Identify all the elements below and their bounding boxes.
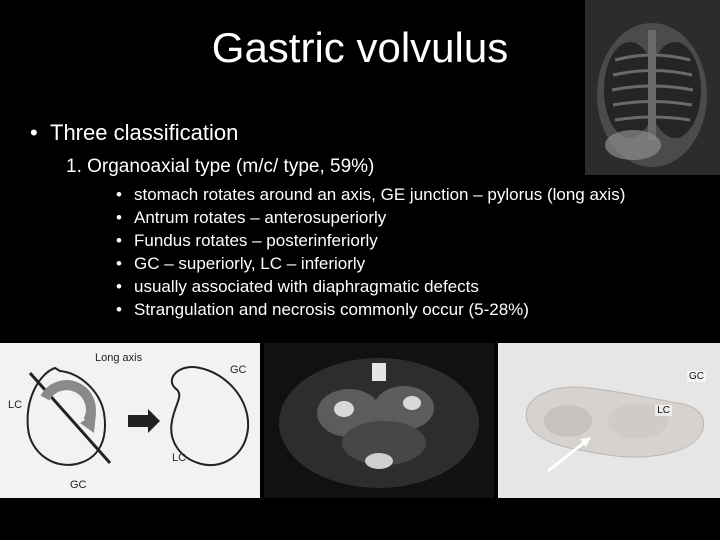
diagram-image: Long axis LC GC GC LC [0, 343, 260, 498]
svg-text:GC: GC [230, 364, 247, 376]
list-item: •Strangulation and necrosis commonly occ… [116, 299, 690, 322]
svg-text:LC: LC [172, 452, 186, 464]
svg-text:LC: LC [8, 399, 22, 411]
heading-l1: •Three classification [30, 120, 690, 146]
image-row: Long axis LC GC GC LC [0, 343, 720, 498]
content-area: •Three classification 1. Organoaxial typ… [30, 120, 690, 322]
heading-text: Three classification [50, 120, 238, 145]
volume-render-image: GC LC [498, 343, 720, 498]
slide-title: Gastric volvulus [0, 24, 720, 72]
bullet-list: •stomach rotates around an axis, GE junc… [116, 184, 690, 322]
volume-label-gc: GC [687, 371, 706, 382]
list-item: •Antrum rotates – anterosuperiorly [116, 207, 690, 230]
list-item: •Fundus rotates – posterinferiorly [116, 230, 690, 253]
list-item: •GC – superiorly, LC – inferiorly [116, 253, 690, 276]
ct-image [264, 343, 494, 498]
list-item: •usually associated with diaphragmatic d… [116, 276, 690, 299]
list-item: •stomach rotates around an axis, GE junc… [116, 184, 690, 207]
svg-text:Long axis: Long axis [95, 352, 143, 364]
svg-text:GC: GC [70, 479, 87, 491]
volume-label-lc: LC [655, 405, 672, 416]
subheading-l2: 1. Organoaxial type (m/c/ type, 59%) [66, 156, 690, 178]
